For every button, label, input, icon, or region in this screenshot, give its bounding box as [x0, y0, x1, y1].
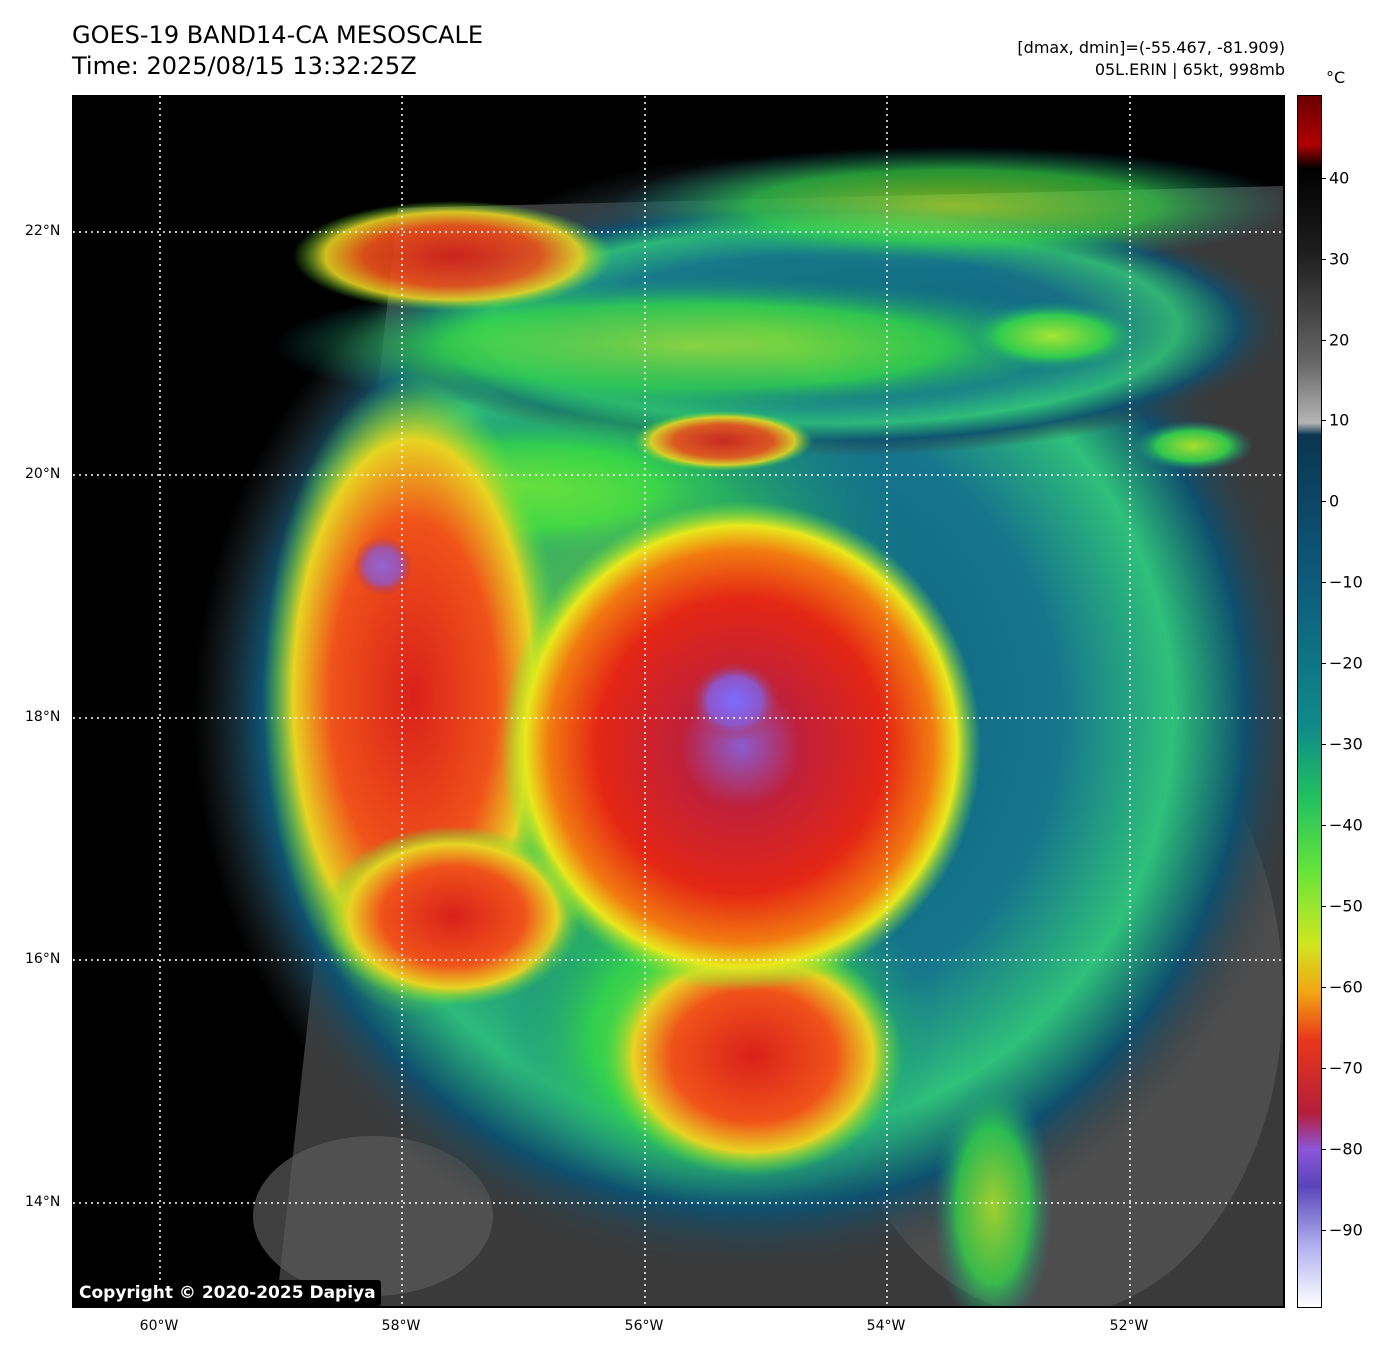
map-title: GOES-19 BAND14-CA MESOSCALE — [72, 21, 483, 49]
colorbar-label: 40 — [1329, 168, 1350, 188]
lat-label-14n: 14°N — [25, 1194, 61, 1210]
colorbar-tick — [1322, 1149, 1326, 1150]
colorbar-tick — [1322, 259, 1326, 260]
colorbar-tick — [1322, 663, 1326, 664]
colorbar-label: −20 — [1329, 653, 1363, 673]
lon-label-60w: 60°W — [139, 1318, 179, 1334]
storm-core — [501, 501, 981, 991]
graticule — [73, 96, 1283, 1306]
storm-info-label: 05L.ERIN | 65kt, 998mb — [1094, 60, 1285, 79]
colorbar-label: −60 — [1329, 977, 1363, 997]
lat-label-18n: 18°N — [25, 709, 61, 725]
colorbar-label: −70 — [1329, 1058, 1363, 1078]
colorbar-label: −40 — [1329, 815, 1363, 835]
data-range-label: [dmax, dmin]=(-55.467, -81.909) — [1017, 38, 1285, 57]
colorbar-label: −10 — [1329, 572, 1363, 592]
colorbar-tick — [1322, 501, 1326, 502]
colorbar-tick — [1322, 1068, 1326, 1069]
colorbar-label: 10 — [1329, 410, 1350, 430]
copyright-notice: Copyright © 2020-2025 Dapiya — [74, 1280, 381, 1306]
lon-label-52w: 52°W — [1109, 1318, 1149, 1334]
colorbar-tick — [1322, 987, 1326, 988]
temperature-colorbar — [1297, 95, 1322, 1308]
colorbar-tick — [1322, 906, 1326, 907]
colorbar-tick — [1322, 744, 1326, 745]
colorbar-label: −30 — [1329, 734, 1363, 754]
lat-label-16n: 16°N — [25, 951, 61, 967]
lon-label-56w: 56°W — [624, 1318, 664, 1334]
colorbar-unit: °C — [1326, 68, 1346, 87]
colorbar-tick — [1322, 340, 1326, 341]
colorbar-tick — [1322, 825, 1326, 826]
map-timestamp: Time: 2025/08/15 13:32:25Z — [72, 52, 417, 80]
satellite-image — [72, 95, 1285, 1308]
colorbar-label: 20 — [1329, 330, 1350, 350]
colorbar-label: −90 — [1329, 1220, 1363, 1240]
lat-label-22n: 22°N — [25, 223, 61, 239]
infrared-imagery — [73, 96, 1283, 1306]
colorbar-label: −50 — [1329, 896, 1363, 916]
colorbar-tick — [1322, 178, 1326, 179]
lon-label-54w: 54°W — [866, 1318, 906, 1334]
colorbar-label: 30 — [1329, 249, 1350, 269]
colorbar-tick — [1322, 420, 1326, 421]
colorbar-label: 0 — [1329, 491, 1340, 511]
lat-label-20n: 20°N — [25, 466, 61, 482]
overshooting-top — [690, 661, 780, 741]
colorbar-tick — [1322, 1230, 1326, 1231]
colorbar-label: −80 — [1329, 1139, 1363, 1159]
lon-label-58w: 58°W — [381, 1318, 421, 1334]
colorbar-tick — [1322, 582, 1326, 583]
